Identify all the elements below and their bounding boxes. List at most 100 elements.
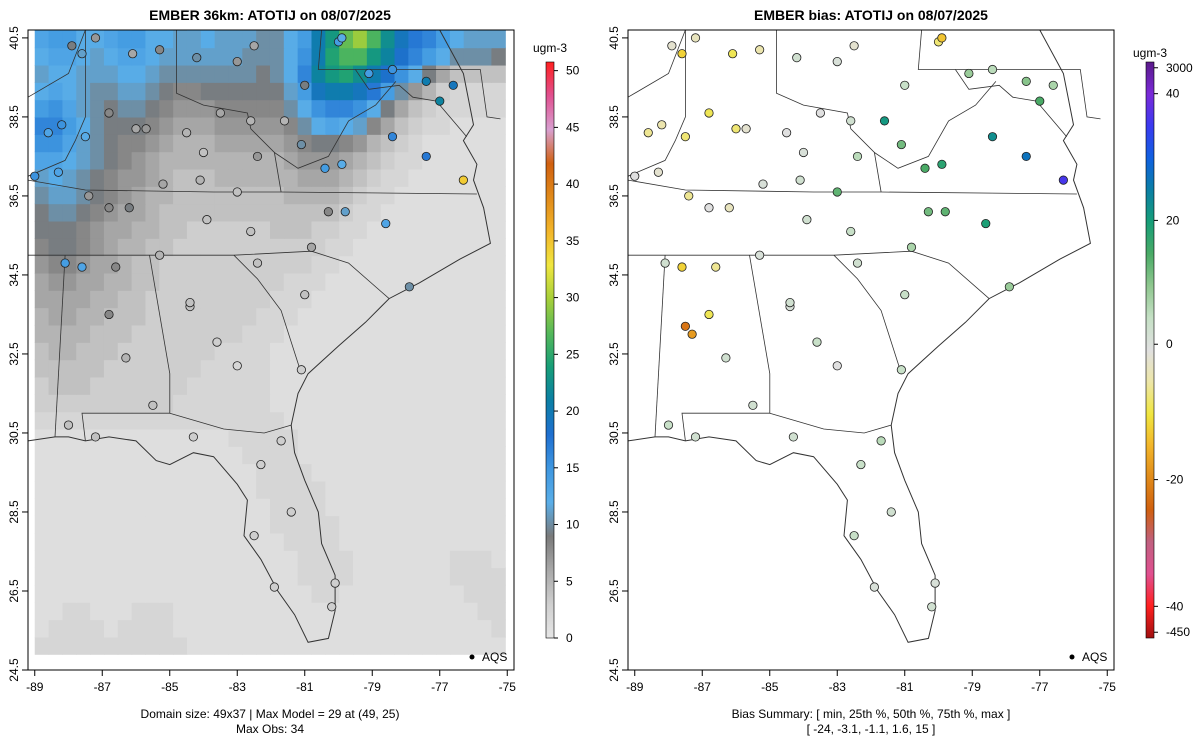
grid-cell	[463, 394, 479, 413]
right-plot-area	[628, 30, 1101, 643]
grid-cell	[436, 550, 451, 569]
grid-cell	[48, 359, 64, 378]
grid-cell	[48, 515, 64, 534]
x-tick-label: -85	[161, 680, 179, 694]
x-tick-label: -81	[896, 680, 914, 694]
grid-cell	[477, 602, 492, 621]
state-border	[233, 254, 302, 374]
grid-cell	[76, 30, 91, 49]
grid-cell	[436, 446, 451, 465]
grid-cell	[90, 567, 105, 586]
grid-cell	[256, 411, 271, 430]
grid-cell	[173, 550, 188, 569]
grid-cell	[256, 82, 271, 101]
obs-site-marker	[188, 432, 198, 442]
grid-cell	[200, 255, 216, 274]
grid-cell	[353, 307, 368, 326]
grid-cell	[436, 307, 451, 326]
grid-cell	[186, 307, 202, 326]
y-tick-label: 24.5	[607, 658, 621, 682]
grid-cell	[173, 463, 188, 482]
grid-cell	[353, 602, 368, 621]
grid-cell	[325, 359, 340, 378]
grid-cell	[422, 238, 437, 257]
grid-cell	[325, 394, 340, 413]
grid-cell	[366, 82, 382, 101]
obs-site-marker	[886, 507, 896, 517]
grid-cell	[339, 619, 354, 638]
grid-cell	[311, 480, 326, 499]
grid-cell	[256, 602, 271, 621]
grid-cell	[200, 567, 216, 586]
grid-cell	[76, 515, 91, 534]
x-tick-label: -89	[626, 680, 644, 694]
grid-cell	[173, 342, 188, 361]
obs-site-marker	[792, 53, 802, 63]
grid-cell	[62, 220, 77, 239]
state-border	[955, 69, 1101, 120]
grid-cell	[463, 116, 479, 135]
grid-cell	[76, 168, 91, 187]
grid-cell	[145, 480, 160, 499]
grid-cell	[325, 47, 340, 66]
grid-cell	[269, 307, 285, 326]
grid-cell	[256, 359, 271, 378]
grid-cell	[311, 220, 326, 239]
grid-cell	[353, 428, 368, 447]
grid-cell	[477, 359, 492, 378]
grid-cell	[283, 30, 299, 49]
obs-site-marker	[198, 147, 209, 158]
grid-cell	[256, 168, 271, 187]
grid-cell	[186, 134, 202, 153]
grid-cell	[422, 463, 437, 482]
grid-cell	[173, 47, 188, 66]
grid-cell	[173, 64, 188, 83]
obs-site-marker	[340, 207, 350, 217]
grid-cell	[131, 186, 147, 205]
grid-cell	[436, 272, 451, 291]
grid-cell	[103, 636, 119, 655]
grid-cell	[408, 116, 423, 135]
grid-cell	[408, 636, 423, 655]
grid-cell	[173, 394, 188, 413]
left-plot-area	[28, 30, 506, 655]
grid-cell	[283, 307, 299, 326]
grid-cell	[283, 290, 299, 309]
grid-cell	[90, 584, 105, 603]
grid-cell	[380, 636, 396, 655]
grid-cell	[449, 220, 465, 239]
colorbar-tick-label: 0	[566, 631, 573, 645]
grid-cell	[325, 428, 340, 447]
grid-cell	[353, 290, 368, 309]
x-tick-label: -85	[761, 680, 779, 694]
obs-site-marker	[846, 116, 856, 126]
grid-cell	[159, 602, 174, 621]
obs-site-marker	[630, 171, 640, 181]
colorbar-tick-label: 30	[566, 291, 580, 305]
grid-cell	[242, 498, 257, 517]
y-tick-label: 24.5	[7, 658, 21, 682]
grid-cell	[214, 515, 230, 534]
grid-cell	[131, 515, 147, 534]
grid-cell	[228, 446, 243, 465]
grid-cell	[131, 30, 147, 31]
grid-cell	[34, 463, 50, 482]
grid-cell	[242, 324, 257, 343]
y-tick-label: 26.5	[7, 579, 21, 603]
grid-cell	[48, 47, 64, 66]
grid-cell	[145, 168, 160, 187]
grid-cell	[159, 99, 174, 118]
grid-cell	[394, 82, 409, 101]
grid-cell	[408, 82, 423, 101]
grid-cell	[117, 30, 133, 49]
grid-cell	[449, 203, 465, 222]
obs-site-marker	[77, 49, 87, 59]
obs-site-marker	[755, 45, 765, 55]
grid-cell	[463, 324, 479, 343]
grid-cell	[325, 498, 340, 517]
grid-cell	[394, 99, 409, 118]
obs-site-marker	[232, 361, 242, 371]
grid-cell	[48, 134, 64, 153]
colorbar-tick-label: 40	[566, 177, 580, 191]
grid-cell	[380, 255, 396, 274]
